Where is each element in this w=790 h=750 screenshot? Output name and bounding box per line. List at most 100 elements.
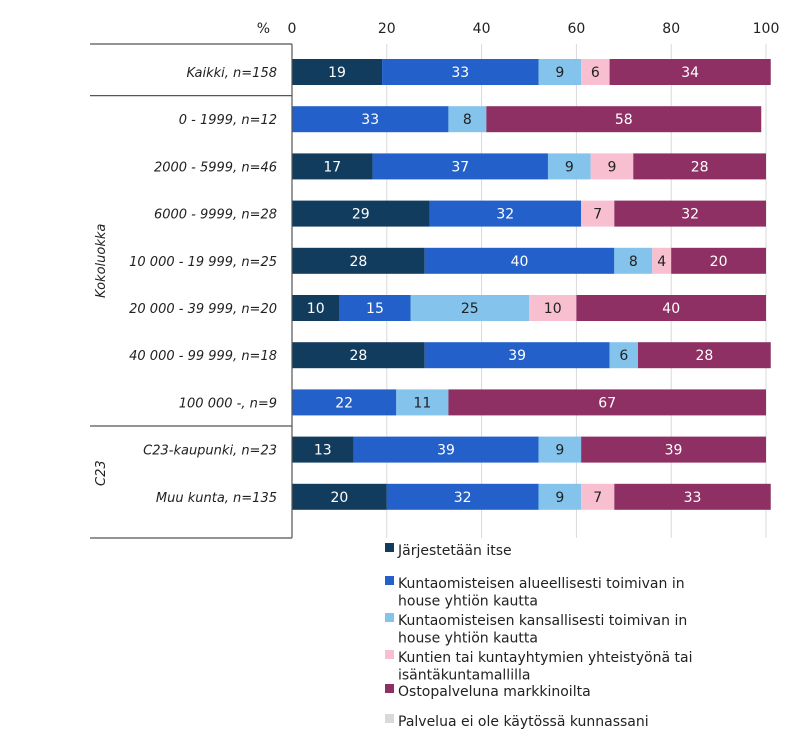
bar-segment [581,436,766,463]
legend-item: Palvelua ei ole käytössä kunnassani [385,714,649,730]
legend-label: house yhtiön kautta [398,631,538,647]
bar-value-label: 37 [451,159,469,175]
bar-value-label: 11 [413,395,431,411]
bar-row: 29 32 7 32 [292,200,766,227]
bar-value-label: 9 [565,159,574,175]
bar-row: 13 39 9 39 [292,436,766,463]
group-label: Kokoluokka [94,224,109,298]
bar-segment [292,436,354,463]
bar-segment [538,483,582,510]
legend-label: Kuntien tai kuntayhtymien yhteistyönä ta… [398,650,693,666]
bar-value-label: 6 [619,348,628,364]
bar-segment [410,295,529,321]
bar-value-label: 20 [710,254,728,270]
bar-value-label: 32 [681,207,699,223]
bar-segment [292,106,449,133]
bar-value-label: 8 [463,112,472,128]
legend-label: isäntäkuntamallilla [398,668,530,684]
bar-value-label: 28 [349,254,367,270]
bar-value-label: 8 [629,254,638,270]
bar-value-label: 67 [598,395,616,411]
bar-value-label: 7 [593,207,602,223]
legend-label: Järjestetään itse [397,543,512,559]
bar-value-label: 28 [349,348,367,364]
bar-row: 28 40 8 4 20 [292,247,766,274]
bar-value-label: 7 [593,490,602,506]
bar-value-label: 9 [555,65,564,81]
x-tick-label: 0 [288,21,297,37]
category-label: Muu kunta, n=135 [156,491,277,506]
legend-item: Kuntaomisteisen alueellisesti toimivan i… [385,576,685,610]
bar-segment [671,247,766,274]
bar-segment [590,153,634,180]
category-label: 2000 - 5999, n=46 [154,160,277,175]
bar-segment [292,59,383,85]
bar-value-label: 32 [454,490,472,506]
bar-segment [581,59,610,85]
category-label: Kaikki, n=158 [186,66,277,81]
percent-axis-symbol: % [257,21,270,37]
bar-value-label: 22 [335,395,353,411]
bar-value-label: 28 [695,348,713,364]
bar-value-label: 40 [511,254,529,270]
bar-value-label: 32 [496,207,514,223]
legend-label: Kuntaomisteisen alueellisesti toimivan i… [398,576,685,592]
bar-segment [424,342,610,369]
bar-segment [448,106,487,133]
category-label: 0 - 1999, n=12 [179,113,277,128]
bar-value-label: 13 [314,443,332,459]
bar-row: 33 8 58 [292,106,762,133]
bar-value-label: 33 [684,490,702,506]
bar-row: 28 39 6 28 [292,342,771,369]
bar-value-label: 40 [662,301,680,317]
category-label: 40 000 - 99 999, n=18 [129,349,277,364]
bar-value-label: 34 [681,65,699,81]
x-tick-label: 40 [473,21,491,37]
legend-label: Palvelua ei ole käytössä kunnassani [398,714,649,730]
bar-value-label: 17 [323,159,341,175]
bar-segment [396,389,449,416]
bar-segment [292,483,387,510]
bar-value-label: 6 [591,65,600,81]
x-tick-label: 60 [567,21,585,37]
bar-value-label: 19 [328,65,346,81]
legend-swatch [385,613,394,622]
legend-label: house yhtiön kautta [398,594,538,610]
bar-segment [614,247,653,274]
x-tick-label: 20 [378,21,396,37]
legend-swatch [385,650,394,659]
bar-value-label: 10 [307,301,325,317]
bar-value-label: 33 [361,112,379,128]
bar-segment [448,389,766,416]
bar-segment [581,200,615,227]
legend-item: Järjestetään itse [385,543,512,559]
bar-segment [292,153,373,180]
bar-value-label: 15 [366,301,384,317]
bar-value-label: 9 [555,490,564,506]
bar-row: 10 15 25 10 40 [292,295,766,321]
category-label: 100 000 -, n=9 [179,396,277,411]
bar-row: 17 37 9 9 28 [292,153,766,180]
bar-segment [486,106,762,133]
bar-segment [614,200,766,227]
legend-swatch [385,576,394,585]
bar-segment [614,483,771,510]
group-label: C23 [94,460,109,486]
legend-swatch [385,714,394,723]
bar-value-label: 25 [461,301,479,317]
bar-segment [292,200,430,227]
bar-value-label: 9 [555,443,564,459]
legend-label: Ostopalveluna markkinoilta [398,684,591,700]
x-tick-label: 100 [753,21,780,37]
bar-row: 22 11 67 [292,389,766,416]
bar-segment [652,247,672,274]
bar-segment [292,295,340,321]
axes: 0 20 40 60 80 100% Kaikki, n=158 0 - 1999, n=12… [90,21,780,539]
bar-segment [581,483,615,510]
bar-value-label: 20 [330,490,348,506]
bar-segment [382,59,539,85]
bar-segment [538,436,582,463]
bar-segment [292,342,425,369]
bar-segment [429,200,582,227]
bar-value-label: 39 [508,348,526,364]
